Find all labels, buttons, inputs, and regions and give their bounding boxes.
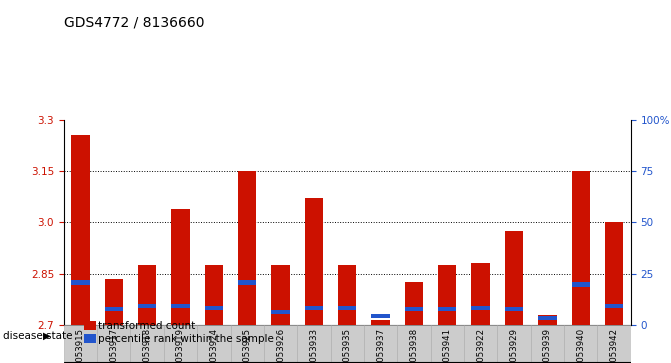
Bar [564, 325, 597, 363]
Bar [438, 307, 456, 311]
Text: GSM1053925: GSM1053925 [243, 328, 252, 363]
FancyBboxPatch shape [464, 362, 631, 363]
Bar [472, 264, 490, 325]
Bar [164, 325, 197, 363]
Bar [438, 265, 456, 325]
Bar [97, 325, 130, 363]
Bar [338, 265, 356, 325]
Bar [431, 325, 464, 363]
Bar [231, 325, 264, 363]
Text: percentile rank within the sample: percentile rank within the sample [98, 334, 274, 344]
Bar [372, 314, 390, 318]
Bar [238, 171, 256, 325]
Bar [472, 306, 490, 310]
Text: GSM1053929: GSM1053929 [509, 328, 519, 363]
Bar [64, 325, 97, 363]
Bar [71, 281, 90, 285]
Bar [105, 307, 123, 311]
Bar [238, 281, 256, 285]
Bar [605, 304, 623, 309]
Bar [197, 325, 231, 363]
Text: disease state: disease state [3, 331, 73, 341]
Bar [138, 265, 156, 325]
Text: GSM1053915: GSM1053915 [76, 328, 85, 363]
Bar [464, 325, 497, 363]
Text: GSM1053938: GSM1053938 [409, 328, 419, 363]
Text: ▶: ▶ [43, 331, 50, 341]
Bar [305, 306, 323, 310]
Bar [105, 279, 123, 325]
Bar [338, 306, 356, 310]
Bar [372, 320, 390, 325]
Bar [505, 231, 523, 325]
Text: GSM1053926: GSM1053926 [276, 328, 285, 363]
Bar [331, 325, 364, 363]
Text: GSM1053939: GSM1053939 [543, 328, 552, 363]
Text: transformed count: transformed count [98, 321, 195, 331]
Bar [171, 209, 190, 325]
Bar [271, 310, 290, 314]
Bar [130, 325, 164, 363]
Bar [138, 304, 156, 309]
Bar [605, 222, 623, 325]
Bar [572, 171, 590, 325]
Bar [505, 307, 523, 311]
Bar [271, 265, 290, 325]
Bar [397, 325, 431, 363]
Bar [572, 282, 590, 287]
Text: GSM1053937: GSM1053937 [376, 328, 385, 363]
Bar [297, 325, 331, 363]
Text: GSM1053933: GSM1053933 [309, 328, 319, 363]
Text: GSM1053919: GSM1053919 [176, 328, 185, 363]
Text: GSM1053941: GSM1053941 [443, 328, 452, 363]
Bar [538, 315, 556, 325]
Bar [205, 306, 223, 310]
Bar [205, 265, 223, 325]
Text: GSM1053935: GSM1053935 [343, 328, 352, 363]
Bar [264, 325, 297, 363]
Text: GSM1053918: GSM1053918 [143, 328, 152, 363]
Bar [364, 325, 397, 363]
Text: GSM1053922: GSM1053922 [476, 328, 485, 363]
Bar [71, 135, 90, 325]
Bar [538, 316, 556, 320]
Bar [305, 199, 323, 325]
Text: GSM1053942: GSM1053942 [609, 328, 619, 363]
Bar [171, 304, 190, 309]
Text: GSM1053917: GSM1053917 [109, 328, 118, 363]
FancyBboxPatch shape [64, 362, 464, 363]
Bar [405, 307, 423, 311]
Text: GSM1053924: GSM1053924 [209, 328, 218, 363]
Bar [497, 325, 531, 363]
Bar [405, 282, 423, 325]
Text: GSM1053940: GSM1053940 [576, 328, 585, 363]
Bar [597, 325, 631, 363]
Bar [531, 325, 564, 363]
Text: GDS4772 / 8136660: GDS4772 / 8136660 [64, 15, 204, 29]
